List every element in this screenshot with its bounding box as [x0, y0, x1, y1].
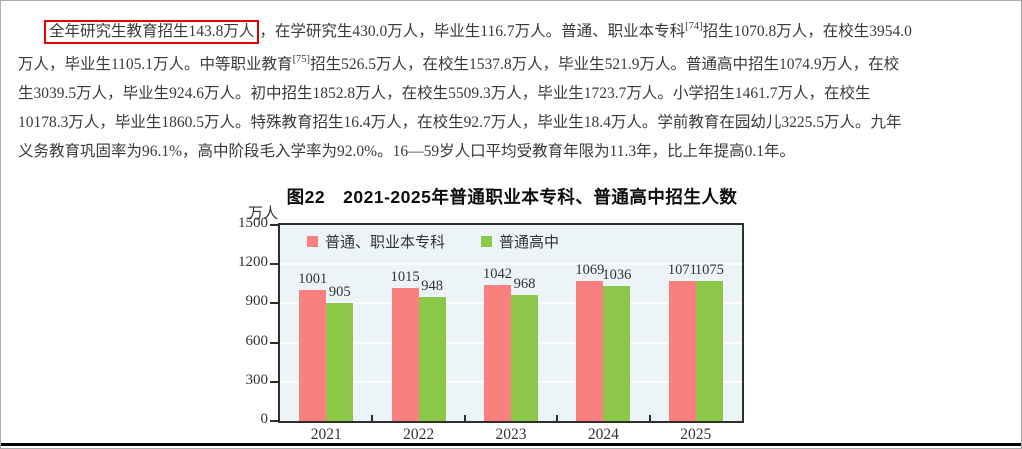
- x-axis-label: 2025: [680, 426, 712, 443]
- bar: [668, 281, 696, 421]
- x-axis-tick: [463, 415, 466, 421]
- y-axis-label: 300: [245, 371, 269, 388]
- y-axis-label: 1200: [238, 254, 268, 271]
- y-axis-label: 900: [245, 293, 269, 310]
- bar-value-label: 1015: [390, 269, 420, 286]
- x-axis-tick: [648, 415, 651, 421]
- line2-end-text: 招生526.5万人，在校生1537.8万人，毕业生521.9万人。普通高中招生1…: [310, 56, 900, 74]
- bar-column: 1075: [694, 261, 724, 421]
- bar-column: 1069: [575, 262, 605, 421]
- bar-column: 905: [326, 283, 354, 421]
- bar-group-2023: 1042 968: [465, 225, 557, 421]
- y-axis-unit-label: 万人: [248, 206, 279, 222]
- plot-area: 普通、职业本专科 普通高中 1001 905 1015 948 1042 968 1069 10…: [278, 223, 744, 423]
- bar-column: 1042: [483, 265, 513, 421]
- y-axis-label: 1500: [238, 215, 268, 231]
- paragraph-line-3: 生3039.5万人，毕业生924.6万人。初中招生1852.8万人，在校生550…: [18, 85, 871, 103]
- chart-title: 图22 2021-2025年普通职业本专科、普通高中招生人数: [286, 187, 738, 207]
- paragraph-line-5: 义务教育巩固率为96.1%，高中阶段毛入学率为92.0%。16—59岁人口平均受…: [18, 143, 796, 161]
- paragraph-line-1: 全年研究生教育招生143.8万人 ，在学研究生430.0万人，毕业生116.7万人…: [18, 13, 1007, 46]
- x-axis-label: 2022: [403, 426, 435, 443]
- bar: [418, 297, 446, 421]
- bar: [511, 294, 539, 421]
- bar: [576, 281, 604, 421]
- bar-groups-container: 1001 905 1015 948 1042 968 1069 1036 1071 1075: [280, 225, 742, 421]
- bar: [484, 284, 512, 421]
- bar-value-label: 968: [513, 275, 536, 292]
- legend-swatch-icon: [481, 236, 493, 247]
- bar-column: 1036: [602, 266, 632, 421]
- legend-label: 普通、职业本专科: [325, 235, 446, 251]
- line1-text: ，在学研究生430.0万人，毕业生116.7万人。普通、职业本专科: [259, 23, 686, 41]
- bar-value-label: 1075: [694, 261, 724, 278]
- legend-item: 普通高中: [481, 231, 559, 252]
- bar-value-label: 1036: [602, 266, 632, 283]
- x-axis-tick: [371, 415, 374, 421]
- legend-swatch-icon: [307, 236, 318, 247]
- line2-text: 万人，毕业生1105.1万人。中等职业教育: [18, 56, 293, 74]
- footnote-ref-74: [74]: [685, 21, 703, 32]
- page-bottom-rule: [1, 443, 1021, 446]
- bar: [603, 285, 631, 421]
- x-axis-tick: [556, 415, 559, 421]
- legend-item: 普通、职业本专科: [307, 231, 445, 252]
- y-axis-tick: [270, 341, 278, 344]
- x-axis-label: 2021: [310, 426, 342, 443]
- y-axis-tick: [270, 302, 278, 305]
- bar: [326, 302, 354, 421]
- bar-group-2022: 1015 948: [372, 225, 464, 421]
- legend-label: 普通高中: [499, 235, 560, 251]
- bar-value-label: 1042: [483, 265, 513, 282]
- y-axis-label: 600: [245, 332, 269, 349]
- bar-column: 948: [418, 278, 446, 421]
- paragraph-line-2: 万人，毕业生1105.1万人。中等职业教育[75]招生526.5万人，在校生15…: [18, 46, 1007, 79]
- bar-value-label: 1071: [667, 262, 697, 279]
- y-axis-tick: [270, 263, 278, 266]
- annotation-highlight-box: 全年研究生教育招生143.8万人: [44, 20, 260, 45]
- bar-column: 968: [511, 275, 539, 421]
- bar-group-2024: 1069 1036: [557, 225, 649, 421]
- y-axis-label: 0: [260, 411, 269, 427]
- bar: [391, 288, 419, 421]
- line1-end-text: 招生1070.8万人，在校生3954.0: [702, 23, 912, 41]
- bar-value-label: 905: [328, 283, 351, 300]
- footnote-ref-75: [75]: [292, 54, 311, 66]
- statistics-paragraph: 全年研究生教育招生143.8万人 ，在学研究生430.0万人，毕业生116.7万人…: [1, 1, 1021, 166]
- bar-column: 1001: [298, 271, 328, 421]
- gridline: [280, 263, 742, 266]
- y-axis-tick: [270, 380, 278, 383]
- bar-value-label: 1001: [298, 271, 328, 288]
- bar-value-label: 1069: [575, 262, 605, 279]
- x-axis-label: 2023: [495, 426, 527, 443]
- highlighted-text: 全年研究生教育招生143.8万人: [49, 23, 255, 41]
- y-axis-tick: [270, 420, 278, 422]
- bar: [299, 290, 327, 421]
- bar-value-label: 948: [421, 278, 443, 295]
- x-axis-label: 2024: [587, 426, 619, 443]
- paragraph-line-4: 10178.3万人，毕业生1860.5万人。特殊教育招生16.4万人，在校生92…: [18, 114, 902, 132]
- y-axis-tick: [270, 224, 278, 226]
- chart-legend: 普通、职业本专科 普通高中: [307, 231, 559, 252]
- bar-group-2025: 1071 1075: [650, 225, 742, 421]
- bar-column: 1015: [390, 269, 420, 421]
- bar-group-2021: 1001 905: [280, 225, 372, 421]
- bar: [695, 280, 723, 421]
- bar-column: 1071: [667, 262, 697, 421]
